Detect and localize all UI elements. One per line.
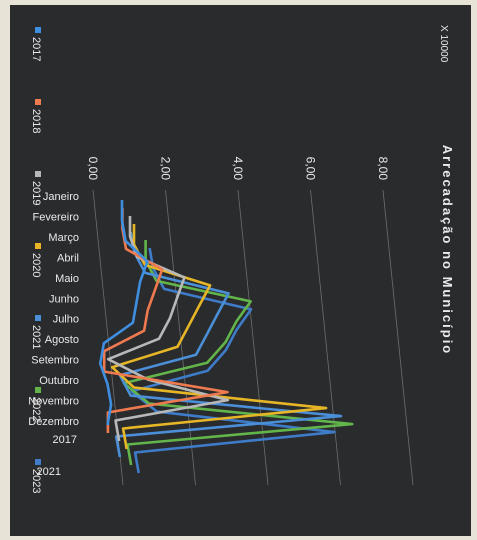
legend-label: 2023 [30,469,42,493]
legend-swatch [35,171,41,177]
category-label: Janeiro [43,191,79,203]
series-line-2018 [102,208,229,433]
category-label: Abril [57,252,79,264]
legend-label: 2018 [30,109,42,133]
gridline [310,189,341,486]
series-line-2023 [130,247,336,474]
y-tick-label: 6,00 [304,157,318,181]
depth-label: 2017 [53,434,77,446]
category-label: Agosto [45,334,79,346]
chart-title: Arrecadação no Município [440,145,455,356]
legend-swatch [35,459,41,465]
chart-panel: Arrecadação no Município X 10000 0,00 2,0… [10,5,471,536]
category-label: Dezembro [28,416,79,428]
legend-swatch [35,315,41,321]
category-label: Junho [49,293,79,305]
legend-label: 2020 [30,253,42,277]
legend-label: 2017 [30,37,42,61]
legend-label: 2019 [30,181,42,205]
legend-swatch [35,243,41,249]
legend-swatch [35,387,41,393]
y-tick-label: 4,00 [231,157,245,181]
category-label: Maio [55,273,79,285]
gridline [237,189,269,486]
legend: 2017 2018 2019 2020 2021 2022 2023 [30,27,42,493]
category-labels: Janeiro Fevereiro Março Abril Maio Junho Julho… [28,191,79,428]
legend-swatch [35,27,41,33]
series-line-2020 [110,224,328,450]
y-tick-label: 0,00 [86,157,100,181]
y-tick-label: 8,00 [376,157,390,181]
series-line-2017 [98,200,149,426]
gridline [165,189,196,486]
depth-labels: 2017 2021 [37,434,77,478]
category-label: Março [48,232,79,244]
legend-label: 2021 [30,325,42,349]
y-tick-labels: 0,00 2,00 4,00 6,00 8,00 [86,157,390,181]
gridline [382,189,414,486]
series-line-2022 [122,240,354,466]
depth-label: 2021 [37,466,61,478]
category-label: Novembro [28,396,79,408]
category-label: Fevereiro [33,211,79,223]
y-tick-label: 2,00 [159,157,173,181]
category-label: Setembro [31,355,79,367]
category-label: Julho [53,314,79,326]
line-chart: Arrecadação no Município X 10000 0,00 2,0… [28,25,455,493]
legend-label: 2022 [30,397,42,421]
category-label: Outubro [39,375,79,387]
legend-swatch [35,99,41,105]
scale-label: X 10000 [438,25,449,63]
chart-series [98,200,354,474]
chart-labels: Arrecadação no Município X 10000 [438,25,455,355]
